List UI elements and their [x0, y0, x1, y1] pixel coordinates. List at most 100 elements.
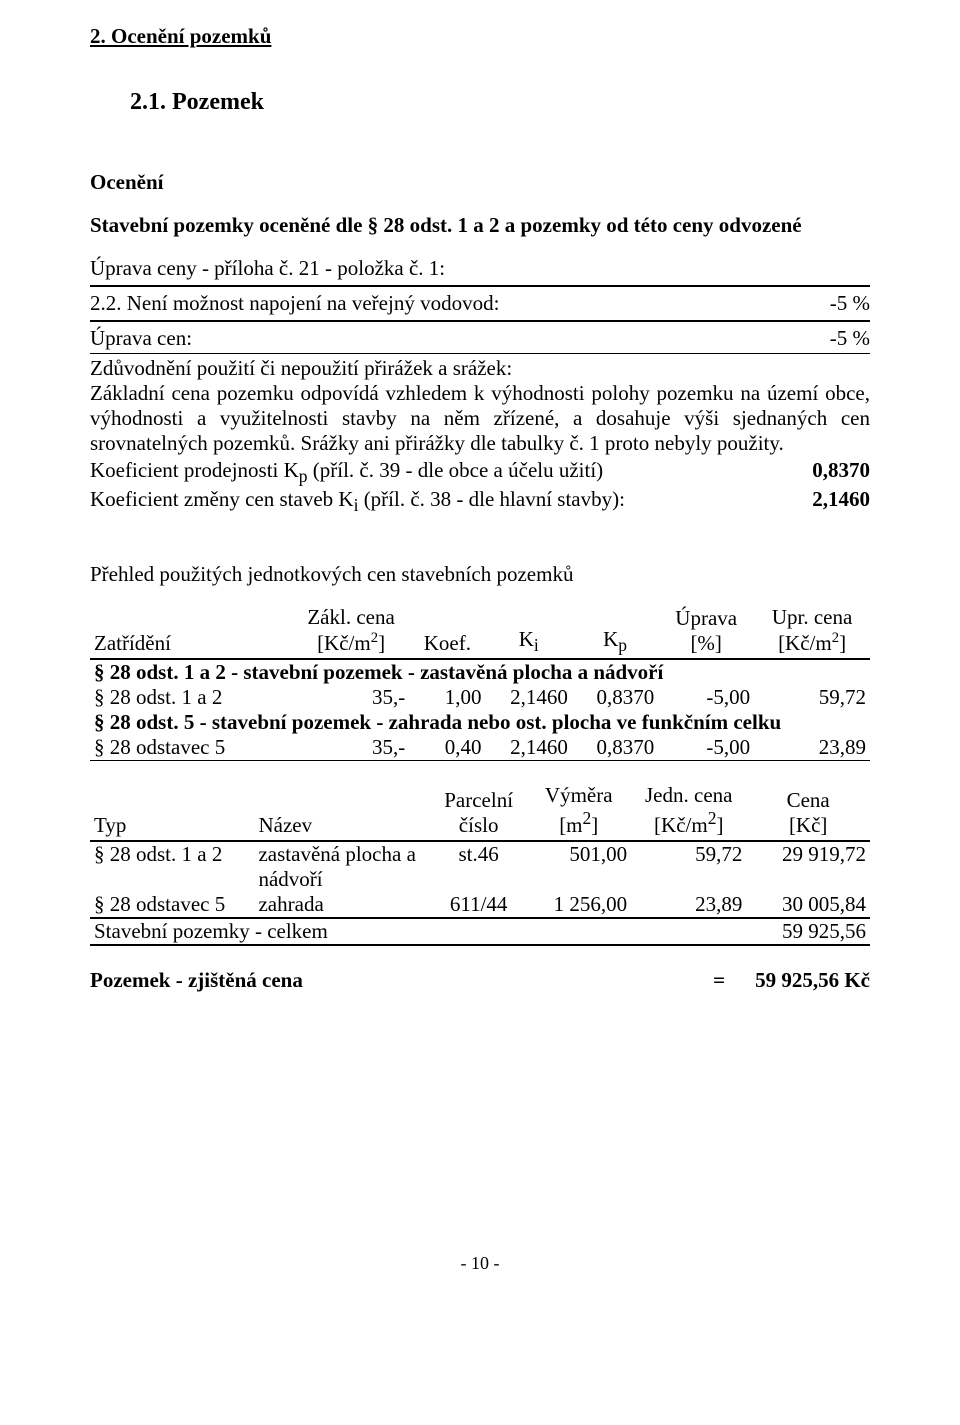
- ovw-h-kp: Kp: [572, 605, 658, 659]
- ovw-h-upr-b: [%]: [690, 631, 721, 655]
- ovw-r2-ki: 2,1460: [486, 735, 572, 761]
- ovw-r1-adj: -5,00: [658, 685, 754, 710]
- ki-row: Koeficient změny cen staveb Ki (příl. č.…: [90, 487, 870, 516]
- overview-table: Zatřídění Zákl. cena [Kč/m2] Koef. Ki Kp…: [90, 605, 870, 761]
- parc-h-unit: Jedn. cena [Kč/m2]: [631, 783, 746, 841]
- ovw-h-kp-sub: p: [618, 635, 627, 655]
- parcel-header-row: Typ Název Parcelníčíslo Výměra [m2] Jedn…: [90, 783, 870, 841]
- parc-h-area-c: ]: [591, 813, 598, 837]
- page-number: - 10 -: [90, 1253, 870, 1274]
- ovw-r1-base: 35,-: [293, 685, 409, 710]
- parc-h-area-a: Výměra: [545, 783, 613, 807]
- parc-r2-unit: 23,89: [631, 892, 746, 918]
- ovw-h-uprc-b: [Kč/m: [778, 631, 832, 655]
- parc-h-unit-c: ]: [716, 813, 723, 837]
- parc-h-area-b: [m: [559, 813, 582, 837]
- kp-label: Koeficient prodejnosti Kp (příl. č. 39 -…: [90, 458, 603, 487]
- justification-label: Zdůvodnění použití či nepoužití přirážek…: [90, 356, 870, 381]
- kp-sub: p: [299, 466, 308, 486]
- ovw-section-2: § 28 odst. 5 - stavební pozemek - zahrad…: [90, 710, 870, 735]
- ovw-h-kp-a: K: [603, 627, 618, 651]
- justification-text: Základní cena pozemku odpovídá vzhledem …: [90, 381, 870, 456]
- block-heading-ocenen: Ocenění: [90, 170, 870, 195]
- parc-h-typ: Typ: [90, 783, 254, 841]
- ki-label: Koeficient změny cen staveb Ki (příl. č.…: [90, 487, 625, 516]
- parc-h-price-a: Cena: [787, 788, 830, 812]
- parc-total-val: 59 925,56: [746, 918, 870, 945]
- ovw-h-zakl-a: Zákl. cena: [307, 605, 394, 629]
- parc-h-unit-b: [Kč/m: [654, 813, 708, 837]
- ovw-h-zakl-sup: 2: [371, 630, 378, 646]
- parc-h-unit-a: Jedn. cena: [645, 783, 732, 807]
- ovw-h-upr: Úprava[%]: [658, 605, 754, 659]
- plain-line-1: Úprava ceny - příloha č. 21 - položka č.…: [90, 256, 870, 281]
- ovw-r1-upr: 59,72: [754, 685, 870, 710]
- ovw-h-zakl: Zákl. cena [Kč/m2]: [293, 605, 409, 659]
- ovw-r2-upr: 23,89: [754, 735, 870, 761]
- parc-r1-num: st.46: [431, 841, 526, 867]
- ki-val: 2,1460: [812, 487, 870, 516]
- parc-h-num-a: Parcelní: [444, 788, 513, 812]
- ovw-h-uprc-c: ]: [839, 631, 846, 655]
- ovw-r2-name: § 28 odstavec 5: [90, 735, 293, 761]
- parc-r2-num: 611/44: [431, 892, 526, 918]
- kp-row: Koeficient prodejnosti Kp (příl. č. 39 -…: [90, 458, 870, 487]
- parc-total-label: Stavební pozemky - celkem: [90, 918, 746, 945]
- parc-r2-name: zahrada: [254, 892, 430, 918]
- ovw-h-zakl-b: [Kč/m: [317, 631, 371, 655]
- adj-row-1: 2.2. Není možnost napojení na veřejný vo…: [90, 291, 870, 316]
- parc-r1-price: 29 919,72: [746, 841, 870, 867]
- parc-r1-area: 501,00: [526, 841, 631, 867]
- parc-r1-typ: § 28 odst. 1 a 2: [90, 841, 254, 867]
- parc-r2-price: 30 005,84: [746, 892, 870, 918]
- parc-r2-typ: § 28 odstavec 5: [90, 892, 254, 918]
- parc-h-area: Výměra [m2]: [526, 783, 631, 841]
- parc-h-num: Parcelníčíslo: [431, 783, 526, 841]
- parc-h-area-sup: 2: [583, 808, 592, 828]
- parc-r1-unit: 59,72: [631, 841, 746, 867]
- ki-label-pre: Koeficient změny cen staveb K: [90, 487, 354, 511]
- parc-h-name: Název: [254, 783, 430, 841]
- kp-val: 0,8370: [812, 458, 870, 487]
- adj-row-2-label: Úprava cen:: [90, 326, 192, 351]
- ovw-r1-kp: 0,8370: [572, 685, 658, 710]
- kp-label-post: (příl. č. 39 - dle obce a účelu užití): [308, 458, 604, 482]
- ovw-h-ki-sub: i: [534, 635, 539, 655]
- ovw-h-ki-a: K: [519, 627, 534, 651]
- ovw-row-2: § 28 odstavec 5 35,- 0,40 2,1460 0,8370 …: [90, 735, 870, 761]
- ovw-h-koef: Koef.: [409, 605, 485, 659]
- final-label: Pozemek - zjištěná cena: [90, 968, 683, 993]
- parc-row-1b: nádvoří: [90, 867, 870, 892]
- parc-row-1a: § 28 odst. 1 a 2 zastavěná plocha a st.4…: [90, 841, 870, 867]
- ovw-sec2-label: § 28 odst. 5 - stavební pozemek - zahrad…: [90, 710, 870, 735]
- adj-row-2-val: -5 %: [830, 326, 870, 351]
- ovw-row-1: § 28 odst. 1 a 2 35,- 1,00 2,1460 0,8370…: [90, 685, 870, 710]
- parc-r2-area: 1 256,00: [526, 892, 631, 918]
- parc-row-2: § 28 odstavec 5 zahrada 611/44 1 256,00 …: [90, 892, 870, 918]
- sub-title: 2.1. Pozemek: [130, 89, 870, 116]
- ovw-r2-base: 35,-: [293, 735, 409, 761]
- adj-row-1-val: -5 %: [830, 291, 870, 316]
- ovw-h-uprc-a: Upr. cena: [772, 605, 852, 629]
- final-val: 59 925,56 Kč: [755, 968, 870, 993]
- ovw-r2-adj: -5,00: [658, 735, 754, 761]
- section-title: 2. Ocenění pozemků: [90, 24, 870, 49]
- ovw-r2-koef: 0,40: [409, 735, 485, 761]
- ovw-h-ki: Ki: [486, 605, 572, 659]
- parc-h-num-b: číslo: [459, 813, 499, 837]
- parc-h-price: Cena[Kč]: [746, 783, 870, 841]
- ovw-r1-koef: 1,00: [409, 685, 485, 710]
- parc-r1-name1: zastavěná plocha a: [254, 841, 430, 867]
- ovw-h-zat: Zatřídění: [90, 605, 293, 659]
- parc-total-row: Stavební pozemky - celkem 59 925,56: [90, 918, 870, 945]
- final-row: Pozemek - zjištěná cena = 59 925,56 Kč: [90, 968, 870, 993]
- ovw-r1-ki: 2,1460: [486, 685, 572, 710]
- ovw-sec1-label: § 28 odst. 1 a 2 - stavební pozemek - za…: [90, 659, 870, 685]
- adj-row-1-label: 2.2. Není možnost napojení na veřejný vo…: [90, 291, 499, 316]
- parc-r1-name2: nádvoří: [254, 867, 430, 892]
- ovw-h-uprc: Upr. cena [Kč/m2]: [754, 605, 870, 659]
- ovw-h-upr-a: Úprava: [675, 606, 737, 630]
- overview-header-row: Zatřídění Zákl. cena [Kč/m2] Koef. Ki Kp…: [90, 605, 870, 659]
- kp-label-pre: Koeficient prodejnosti K: [90, 458, 299, 482]
- ovw-h-zakl-c: ]: [378, 631, 385, 655]
